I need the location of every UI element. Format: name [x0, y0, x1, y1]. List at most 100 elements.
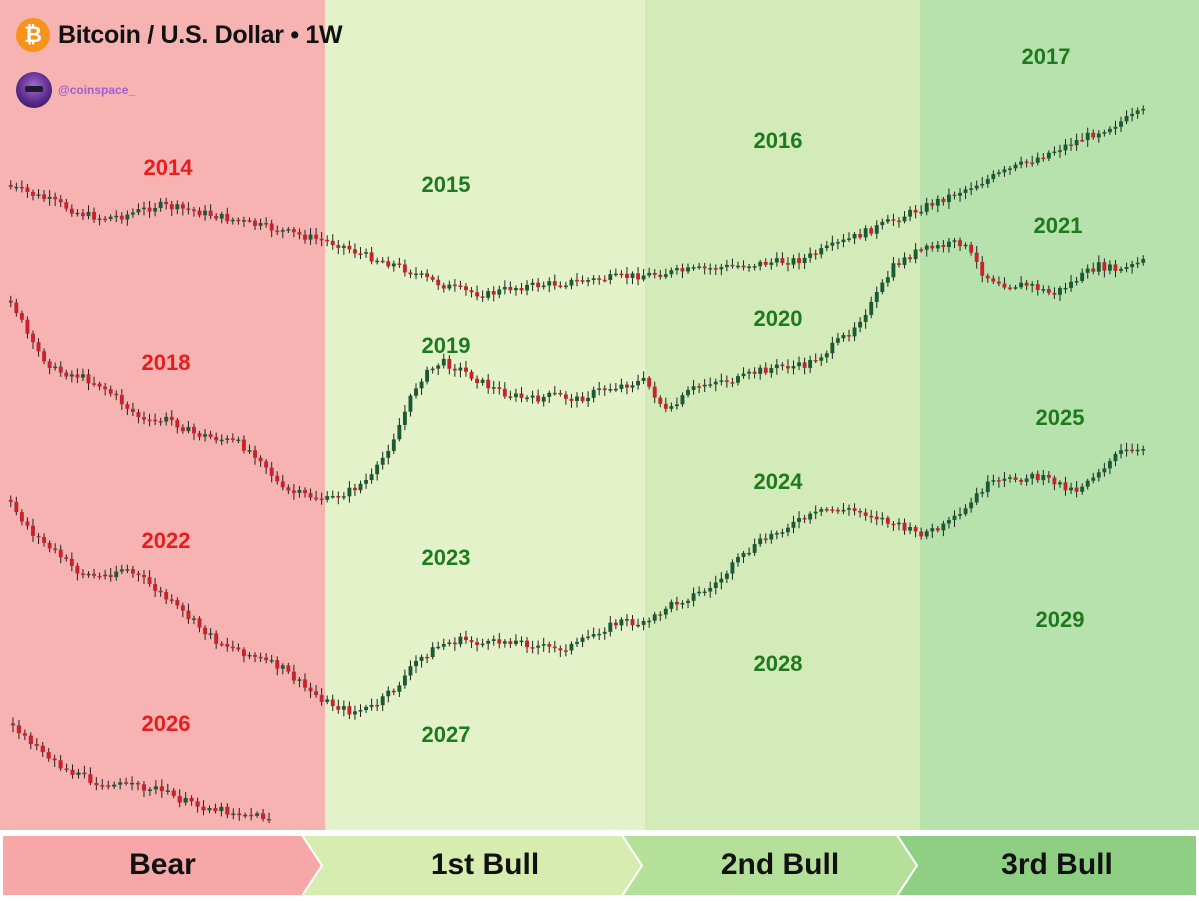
candle-down [253, 450, 257, 458]
chart-title: Bitcoin / U.S. Dollar • 1W [58, 20, 343, 49]
candle-down [253, 654, 257, 657]
candle-up [985, 481, 990, 493]
candle-up [691, 386, 696, 390]
candle-down [1019, 479, 1024, 482]
candle-down [447, 358, 452, 369]
candle-down [314, 497, 319, 500]
candle-up [586, 397, 591, 402]
candle-down [25, 521, 30, 526]
candle-up [358, 483, 363, 491]
candle-down [897, 263, 901, 265]
candle-up [491, 639, 496, 641]
candle-up [830, 342, 835, 354]
candle-up [380, 696, 385, 706]
candle-up [969, 502, 974, 509]
year-label-2021: 2021 [1034, 213, 1083, 238]
candle-up [630, 273, 635, 278]
candle-down [930, 203, 935, 206]
candle-down [913, 527, 918, 532]
candle-down [786, 263, 790, 265]
candle-up [207, 808, 212, 811]
band-2nd-bull [645, 0, 920, 830]
candle-up [1124, 449, 1129, 452]
candle-up [447, 284, 452, 289]
candle-up [991, 480, 996, 482]
candle-down [952, 194, 957, 197]
candle-up [118, 782, 123, 785]
candle-down [275, 660, 280, 669]
candle-down [269, 223, 274, 231]
candle-down [46, 752, 51, 759]
candle-up [1085, 132, 1090, 141]
candle-up [758, 367, 763, 374]
candle-up [419, 381, 424, 389]
candle-up [619, 619, 624, 626]
candle-up [1030, 473, 1035, 479]
candle-down [469, 640, 474, 643]
candle-down [169, 204, 174, 210]
candle-down [885, 517, 890, 524]
candle-up [736, 376, 740, 383]
candle-down [397, 263, 402, 266]
candle-up [647, 272, 652, 276]
candle-up [397, 424, 402, 440]
candle-up [1074, 280, 1079, 283]
candle-up [847, 508, 851, 510]
candle-down [297, 232, 302, 235]
candle-up [819, 248, 824, 255]
candle-up [708, 587, 713, 592]
candle-up [1058, 482, 1062, 485]
candle-down [602, 388, 607, 391]
candle-down [636, 273, 641, 280]
candle-up [1096, 472, 1101, 478]
candle-down [863, 512, 868, 516]
candle-up [808, 513, 813, 520]
candle-up [880, 517, 885, 520]
candle-down [40, 745, 45, 753]
candle-up [1008, 477, 1012, 479]
candle-down [8, 300, 13, 303]
candle-down [58, 199, 63, 203]
candle-up [1085, 480, 1090, 487]
candle-up [963, 508, 968, 515]
candle-up [414, 273, 418, 276]
candle-up [835, 338, 840, 343]
candle-up [480, 379, 485, 383]
candle-up [219, 213, 224, 219]
candle-up [724, 264, 729, 268]
candle-down [153, 419, 158, 422]
candle-up [1058, 288, 1062, 295]
candle-down [674, 601, 679, 605]
candle-down [763, 538, 768, 540]
candle-up [364, 480, 368, 484]
candle-down [147, 577, 152, 585]
candle-down [425, 656, 430, 659]
candle-up [1091, 477, 1096, 481]
candle-up [586, 280, 591, 282]
candle-up [891, 263, 896, 278]
candle-up [774, 532, 779, 535]
candle-down [264, 657, 269, 661]
candle-up [1102, 132, 1107, 134]
candle-up [541, 644, 546, 646]
candle-up [1107, 461, 1112, 469]
candle-down [64, 557, 69, 559]
candle-up [1013, 287, 1018, 289]
candle-down [353, 249, 357, 254]
candle-up [1119, 121, 1123, 127]
band-bear [0, 0, 325, 830]
candle-down [469, 290, 474, 293]
candle-up [808, 253, 813, 258]
candle-up [946, 519, 951, 524]
candle-down [319, 694, 324, 702]
candle-down [258, 656, 263, 659]
candle-up [1052, 151, 1057, 154]
candle-up [902, 257, 907, 265]
candle-down [36, 535, 41, 538]
candle-down [236, 647, 241, 650]
candle-up [1113, 126, 1118, 129]
candle-down [75, 565, 80, 574]
candle-up [880, 282, 885, 292]
candle-down [536, 395, 541, 402]
candle-up [547, 392, 552, 397]
